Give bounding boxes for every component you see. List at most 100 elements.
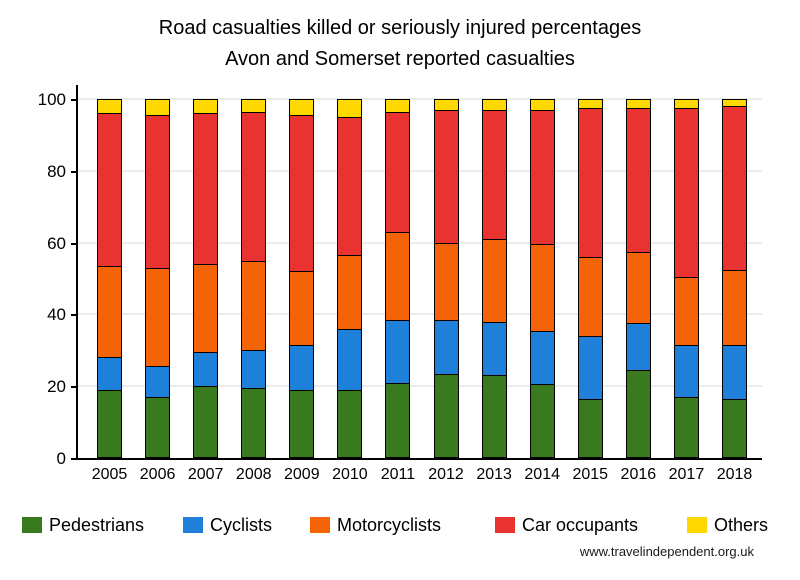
bar-segment-others-2013 [481,99,507,111]
x-axis-label-2014: 2014 [524,466,560,483]
bar-segment-cyclists-2013 [481,321,507,377]
bar-segment-others-2017 [673,99,699,109]
x-axis-label-2016: 2016 [620,466,657,483]
y-axis-label-60: 60 [47,233,66,253]
bar-segment-others-2015 [577,99,603,109]
bar-segment-motorcyclists-2014 [529,244,555,332]
y-tick-100 [71,99,76,101]
x-axis-label-2011: 2011 [380,466,416,483]
bar-segment-pedestrians-2016 [625,370,651,458]
bar-segment-motorcyclists-2011 [385,231,411,321]
gridline-100 [78,98,762,100]
x-axis-label-2010: 2010 [332,466,368,483]
bar-segment-cyclists-2008 [241,350,267,389]
x-axis-label-2005: 2005 [91,466,128,483]
legend-swatch-icon [687,517,707,533]
bar-segment-pedestrians-2015 [577,398,603,458]
bar-segment-cyclists-2009 [289,344,315,391]
chart-title: Road casualties killed or seriously inju… [158,17,642,39]
y-tick-80 [71,170,76,173]
x-axis-label-2012: 2012 [428,466,464,483]
bar-segment-car-occupants-2017 [673,107,699,278]
legend-label: Others [714,515,769,535]
legend-label: Car occupants [522,515,639,535]
x-axis-label-2006: 2006 [139,466,176,483]
gridline-40 [78,313,762,316]
y-axis-label-40: 40 [47,305,66,325]
bar-segment-car-occupants-2008 [241,111,267,262]
chart-header: Road casualties killed or seriously inju… [0,13,800,75]
bar-segment-motorcyclists-2005 [97,265,122,359]
bar-segment-pedestrians-2018 [722,398,747,458]
bar-segment-cyclists-2012 [433,319,459,375]
bar-segment-motorcyclists-2007 [193,264,219,354]
y-tick-20 [71,386,76,389]
bar-segment-car-occupants-2014 [529,109,555,246]
bar-segment-motorcyclists-2018 [722,269,747,346]
bar-segment-others-2018 [722,99,747,108]
bar-segment-others-2014 [529,99,555,111]
bar-segment-motorcyclists-2006 [145,267,171,368]
bar-segment-pedestrians-2006 [145,396,171,458]
bar-segment-car-occupants-2007 [193,113,219,266]
bar-segment-motorcyclists-2017 [673,276,699,346]
bar-segment-cyclists-2017 [673,344,699,398]
chart-subtitle: Avon and Somerset reported casualties [225,48,575,70]
x-axis-label-2009: 2009 [284,466,320,483]
watermark-text: www.travelindependent.org.uk [579,544,754,559]
y-axis-label-0: 0 [56,449,66,468]
x-axis-label-2018: 2018 [716,466,753,483]
legend-swatch-icon [495,517,515,533]
bar-segment-car-occupants-2005 [97,113,122,267]
bar-segment-pedestrians-2007 [193,386,219,458]
bar-segment-others-2011 [385,99,411,113]
bar-segment-motorcyclists-2009 [289,271,315,346]
bar-segment-car-occupants-2018 [722,106,747,271]
gridline-80 [78,169,762,172]
bar-segment-others-2012 [433,99,459,111]
bar-segment-others-2008 [241,99,267,113]
bar-segment-car-occupants-2015 [577,107,603,258]
bar-segment-cyclists-2015 [577,335,603,400]
x-axis-label-2008: 2008 [235,466,272,483]
y-tick-60 [71,242,76,245]
bar-segment-motorcyclists-2013 [481,239,507,323]
y-axis-line [76,85,78,460]
y-tick-0 [71,458,76,460]
bar-segment-cyclists-2016 [625,323,651,372]
bar-segment-others-2007 [193,99,219,115]
bar-segment-pedestrians-2011 [385,382,411,458]
gridline-20 [78,385,762,388]
bar-segment-car-occupants-2010 [337,116,363,257]
bar-segment-cyclists-2014 [529,330,555,386]
y-axis-label-100: 100 [37,90,66,109]
legend-label: Cyclists [210,515,272,535]
bar-segment-pedestrians-2005 [97,389,122,458]
legend-swatch-icon [22,517,42,533]
y-tick-40 [71,314,76,317]
legend-label: Pedestrians [49,515,145,535]
bar-segment-car-occupants-2012 [433,109,459,244]
bar-segment-car-occupants-2016 [625,107,651,253]
y-axis-label-20: 20 [47,377,66,397]
bar-segment-others-2006 [145,99,171,117]
x-axis-label-2007: 2007 [187,466,224,483]
x-axis-line [76,458,762,460]
x-axis-label-2017: 2017 [668,466,705,483]
bar-segment-cyclists-2011 [385,319,411,384]
bar-segment-pedestrians-2014 [529,384,555,458]
bar-segment-motorcyclists-2008 [241,260,267,352]
bar-segment-car-occupants-2006 [145,115,171,269]
bar-segment-motorcyclists-2016 [625,251,651,325]
bar-segment-others-2016 [625,99,651,109]
bar-segment-motorcyclists-2012 [433,242,459,321]
bar-segment-cyclists-2005 [97,357,122,391]
bar-segment-pedestrians-2009 [289,389,315,458]
x-axis-label-2013: 2013 [476,466,512,483]
bar-segment-car-occupants-2011 [385,111,411,233]
bar-segment-cyclists-2018 [722,344,747,400]
bar-segment-car-occupants-2013 [481,109,507,240]
bar-segment-pedestrians-2017 [673,396,699,458]
